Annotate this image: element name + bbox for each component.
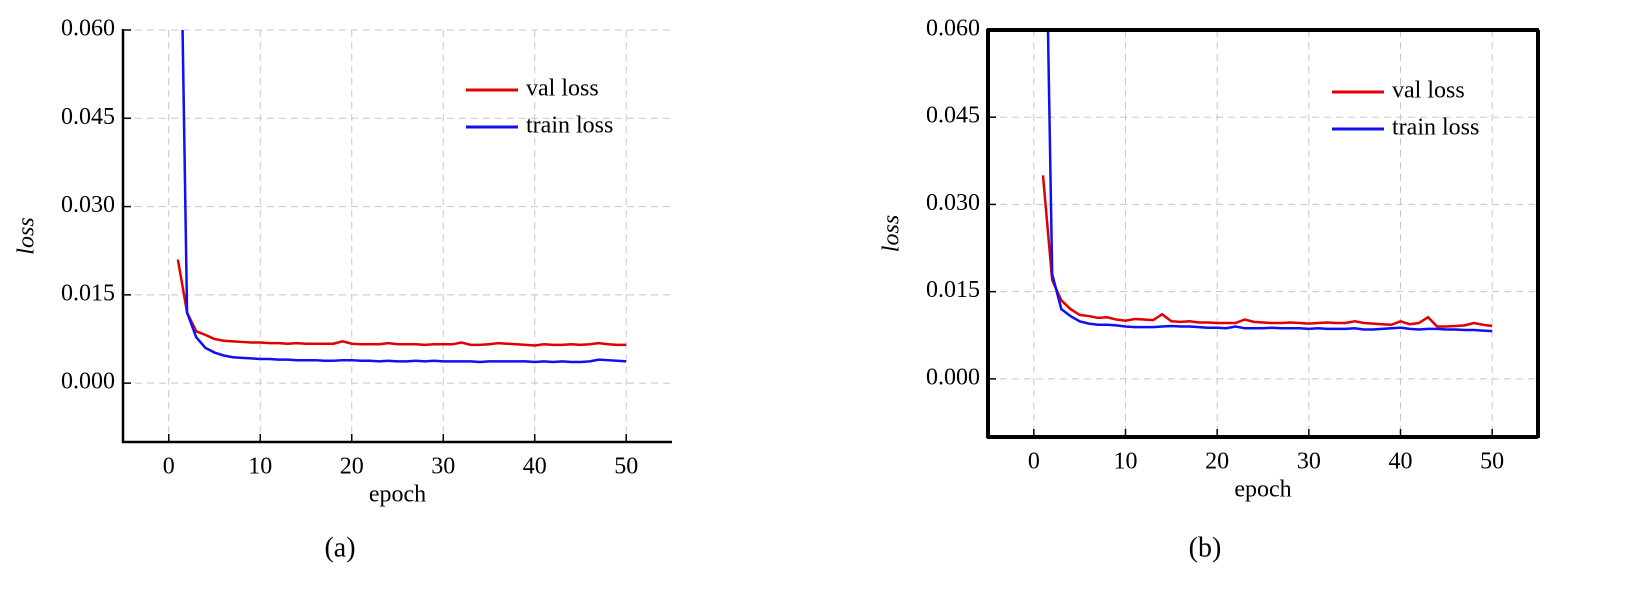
legend-label: val loss: [1392, 78, 1465, 104]
legend-label: train loss: [526, 113, 613, 139]
x-tick-label: 20: [340, 454, 364, 480]
plot-lines: [176, 30, 627, 364]
y-axis-label: loss: [14, 217, 40, 254]
y-tick-label: 0.045: [61, 104, 115, 130]
loss-line: [176, 259, 627, 347]
y-tick-label: 0.015: [926, 277, 980, 303]
y-tick-label: 0.015: [61, 280, 115, 306]
x-tick-label: 30: [431, 454, 455, 480]
x-axis-label: epoch: [1234, 477, 1291, 503]
y-tick-label: 0.000: [926, 364, 980, 390]
loss-line: [1041, 175, 1493, 328]
x-tick-label: 10: [1114, 449, 1138, 475]
loss-line: [181, 30, 627, 364]
legend-label: train loss: [1392, 115, 1479, 141]
plot-lines: [1041, 30, 1493, 333]
y-tick-label: 0.030: [61, 192, 115, 218]
y-tick-label: 0.060: [61, 16, 115, 42]
x-tick-label: 30: [1297, 449, 1321, 475]
y-tick-label: 0.000: [61, 369, 115, 395]
x-tick-label: 0: [163, 454, 175, 480]
x-axis-label: epoch: [369, 482, 426, 508]
y-tick-label: 0.030: [926, 190, 980, 216]
x-tick-label: 0: [1028, 449, 1040, 475]
x-tick-label: 20: [1205, 449, 1229, 475]
y-tick-label: 0.060: [926, 16, 980, 42]
legend-label: val loss: [526, 76, 599, 102]
y-axis-label: loss: [879, 215, 905, 252]
x-tick-label: 40: [1389, 449, 1413, 475]
y-tick-label: 0.045: [926, 103, 980, 129]
caption: (b): [1189, 532, 1222, 563]
x-tick-label: 10: [248, 454, 272, 480]
x-tick-label: 50: [614, 454, 638, 480]
x-tick-label: 50: [1480, 449, 1504, 475]
loss-line: [1046, 30, 1493, 333]
x-tick-label: 40: [523, 454, 547, 480]
caption: (a): [324, 532, 355, 563]
